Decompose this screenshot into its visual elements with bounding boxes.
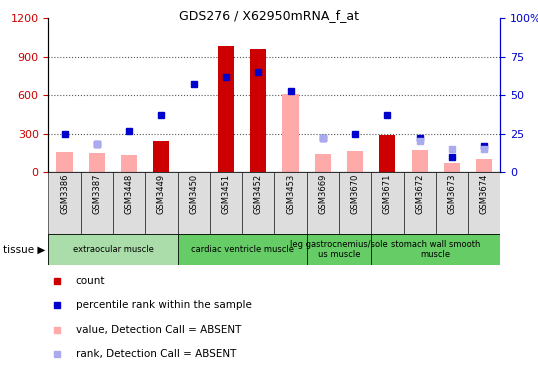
Text: extraocular muscle: extraocular muscle [73, 245, 153, 254]
Text: GSM3453: GSM3453 [286, 174, 295, 214]
Bar [282, 94, 299, 172]
Text: GSM3672: GSM3672 [415, 174, 424, 214]
Bar [48, 172, 81, 234]
Bar [315, 154, 331, 172]
Bar [113, 172, 145, 234]
Text: count: count [75, 276, 105, 286]
Bar [371, 172, 404, 234]
Bar [274, 172, 307, 234]
Bar [89, 153, 105, 172]
Bar [468, 172, 500, 234]
Text: GSM3670: GSM3670 [351, 174, 359, 214]
Bar [347, 151, 363, 172]
Text: percentile rank within the sample: percentile rank within the sample [75, 300, 251, 310]
Bar [379, 135, 395, 172]
Bar [339, 172, 371, 234]
Bar [371, 234, 500, 265]
Bar [436, 172, 468, 234]
Text: GSM3669: GSM3669 [318, 174, 327, 214]
Text: GSM3673: GSM3673 [448, 174, 456, 214]
Bar [242, 172, 274, 234]
Text: value, Detection Call = ABSENT: value, Detection Call = ABSENT [75, 325, 241, 335]
Text: GSM3452: GSM3452 [254, 174, 263, 214]
Text: GSM3671: GSM3671 [383, 174, 392, 214]
Bar [307, 172, 339, 234]
Bar [178, 172, 210, 234]
Bar [81, 172, 113, 234]
Bar [404, 172, 436, 234]
Text: GSM3450: GSM3450 [189, 174, 198, 214]
Bar [121, 155, 137, 172]
Text: cardiac ventricle muscle: cardiac ventricle muscle [190, 245, 294, 254]
Text: GSM3387: GSM3387 [93, 174, 101, 214]
Bar [307, 234, 371, 265]
Text: stomach wall smooth
muscle: stomach wall smooth muscle [391, 240, 480, 259]
Text: GSM3448: GSM3448 [125, 174, 133, 214]
Text: tissue ▶: tissue ▶ [3, 245, 45, 255]
Bar [250, 49, 266, 172]
Text: rank, Detection Call = ABSENT: rank, Detection Call = ABSENT [75, 349, 236, 359]
Bar [412, 150, 428, 172]
Text: GSM3449: GSM3449 [157, 174, 166, 214]
Bar [56, 152, 73, 172]
Bar [178, 234, 307, 265]
Bar [48, 234, 178, 265]
Bar [218, 46, 234, 172]
Bar [210, 172, 242, 234]
Bar [145, 172, 178, 234]
Bar [153, 141, 169, 172]
Bar [444, 163, 460, 172]
Text: GSM3451: GSM3451 [222, 174, 230, 214]
Text: GSM3386: GSM3386 [60, 174, 69, 214]
Text: GSM3674: GSM3674 [480, 174, 489, 214]
Text: leg gastrocnemius/sole
us muscle: leg gastrocnemius/sole us muscle [290, 240, 388, 259]
Text: GDS276 / X62950mRNA_f_at: GDS276 / X62950mRNA_f_at [179, 9, 359, 22]
Bar [476, 159, 492, 172]
